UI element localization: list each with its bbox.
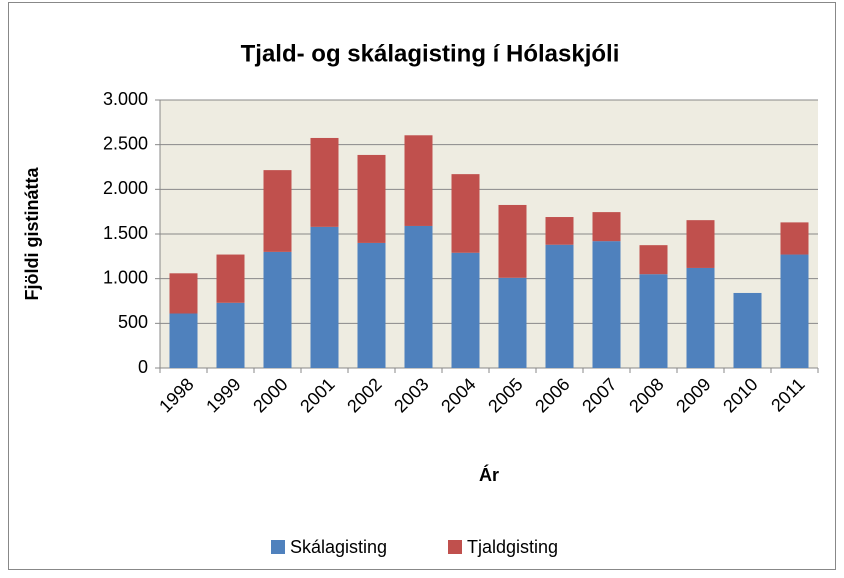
- y-axis-title: Fjöldi gistinátta: [22, 167, 42, 301]
- bar-segment: [216, 254, 245, 303]
- bar-segment: [733, 292, 762, 368]
- y-tick-label: 2.500: [103, 133, 148, 153]
- bar-segment: [216, 302, 245, 368]
- bar-segment: [404, 225, 433, 368]
- y-tick-label: 3.000: [103, 89, 148, 109]
- bar-segment: [592, 241, 621, 368]
- bar-segment: [169, 313, 198, 368]
- x-axis-title: Ár: [479, 464, 499, 485]
- bar-segment: [545, 244, 574, 368]
- bar-segment: [780, 254, 809, 368]
- legend-swatch: [448, 540, 462, 554]
- y-tick-label: 1.500: [103, 223, 148, 243]
- y-tick-label: 500: [118, 312, 148, 332]
- bar-segment: [310, 226, 339, 368]
- bar-segment: [639, 274, 668, 368]
- bar-segment: [263, 251, 292, 368]
- bar-segment: [686, 267, 715, 368]
- bar-segment: [263, 170, 292, 252]
- bar-segment: [310, 137, 339, 227]
- bar-segment: [498, 277, 527, 368]
- legend-swatch: [271, 540, 285, 554]
- legend-label: Skálagisting: [290, 537, 387, 557]
- bar-segment: [404, 135, 433, 226]
- bar-segment: [686, 220, 715, 268]
- legend-label: Tjaldgisting: [467, 537, 558, 557]
- bar-segment: [451, 252, 480, 368]
- y-tick-label: 1.000: [103, 267, 148, 287]
- chart-title: Tjald- og skálagisting í Hólaskjóli: [241, 40, 620, 67]
- bar-segment: [780, 222, 809, 255]
- bar-segment: [498, 204, 527, 278]
- bar-segment: [592, 212, 621, 242]
- bar-segment: [357, 154, 386, 243]
- bar-segment: [451, 174, 480, 253]
- bar-segment: [357, 242, 386, 368]
- bar-segment: [639, 245, 668, 275]
- y-tick-label: 2.000: [103, 178, 148, 198]
- y-tick-label: 0: [138, 357, 148, 377]
- bar-segment: [169, 273, 198, 314]
- bar-segment: [545, 217, 574, 245]
